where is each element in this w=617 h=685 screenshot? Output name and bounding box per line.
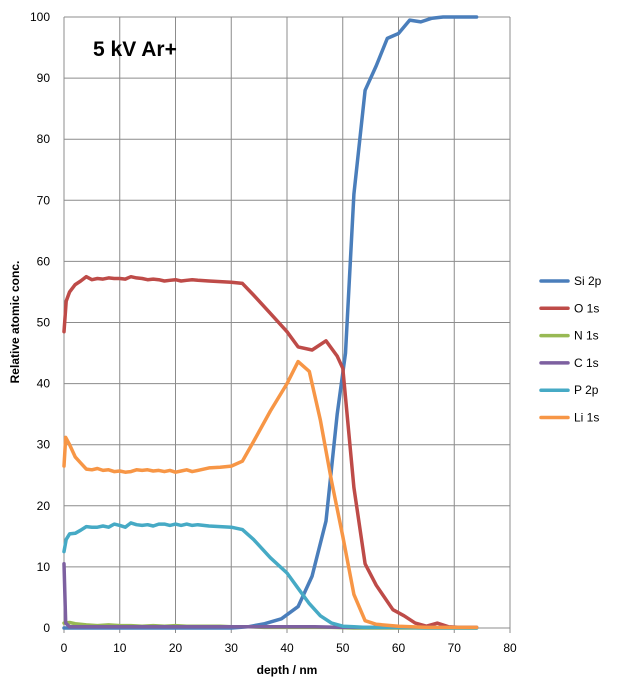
legend-label-li-1s: Li 1s (574, 411, 599, 425)
series-line-p-2p (62, 521, 479, 630)
legend-label-o-1s: O 1s (574, 301, 599, 315)
legend-label-c-1s: C 1s (574, 356, 599, 370)
y-tick-label: 50 (37, 316, 51, 330)
series-line-li-1s (62, 359, 479, 630)
y-tick-label: 90 (37, 71, 51, 85)
y-tick-label: 10 (37, 560, 51, 574)
y-tick-label: 20 (37, 499, 51, 513)
y-tick-label: 30 (37, 438, 51, 452)
x-tick-label: 60 (392, 641, 406, 655)
legend-label-n-1s: N 1s (574, 329, 599, 343)
y-tick-label: 80 (37, 132, 51, 146)
x-tick-label: 50 (336, 641, 350, 655)
series-line-c-1s (62, 562, 479, 630)
chart-title: 5 kV Ar+ (93, 38, 177, 61)
gridlines (63, 16, 511, 629)
x-tick-label: 40 (280, 641, 294, 655)
x-tick-label: 70 (448, 641, 462, 655)
legend-label-p-2p: P 2p (574, 383, 599, 397)
y-tick-label: 40 (37, 377, 51, 391)
legend-label-si-2p: Si 2p (574, 274, 602, 288)
x-tick-label: 80 (503, 641, 517, 655)
x-tick-label: 30 (225, 641, 239, 655)
x-tick-label: 10 (113, 641, 127, 655)
y-tick-label: 0 (43, 621, 50, 635)
series-line-o-1s (62, 274, 479, 630)
y-tick-label: 70 (37, 193, 51, 207)
series-lines (62, 15, 479, 630)
x-tick-label: 0 (61, 641, 68, 655)
x-tick-label: 20 (169, 641, 183, 655)
y-axis-title: Relative atomic conc. (8, 261, 22, 384)
legend: Si 2p O 1s N 1s C 1s P 2p Li 1s (539, 274, 602, 425)
y-tick-label: 60 (37, 254, 51, 268)
x-axis-title: depth / nm (257, 663, 318, 677)
y-tick-label: 100 (30, 10, 50, 24)
